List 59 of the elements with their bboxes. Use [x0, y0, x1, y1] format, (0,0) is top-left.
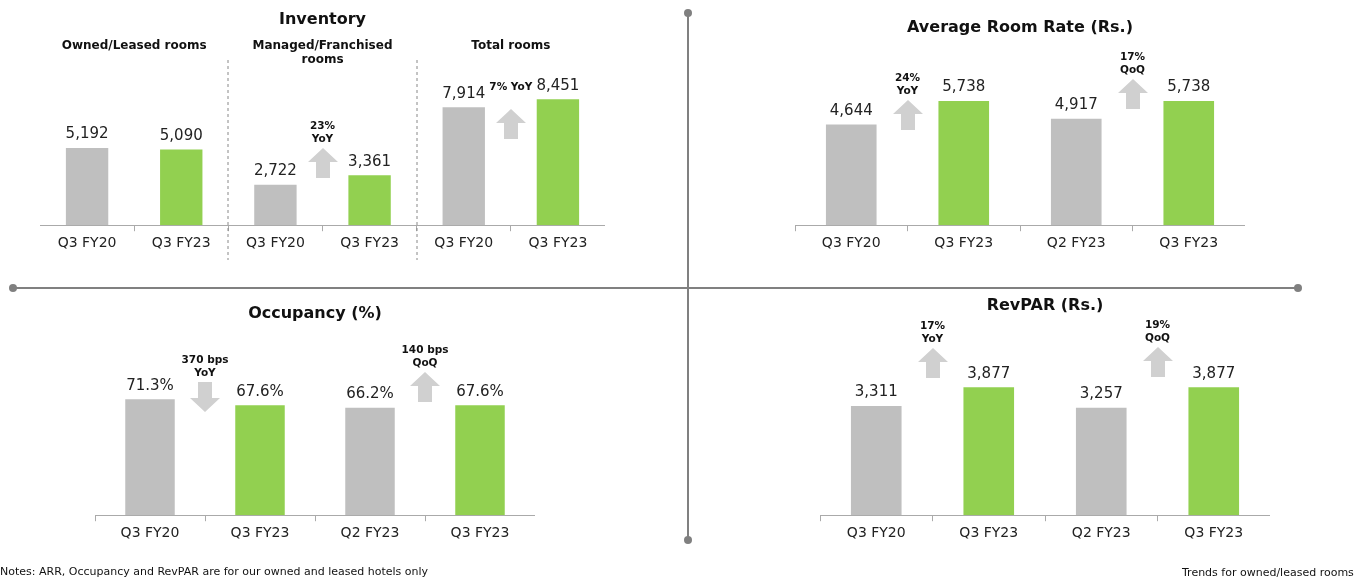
text: Trends for owned/leased rooms	[1182, 566, 1354, 579]
bar	[254, 184, 297, 226]
text: 7% YoY	[488, 80, 534, 94]
data-label: 3,257	[1079, 384, 1123, 403]
x-tick-label: Q3 FY23	[340, 234, 399, 251]
x-tick-label: Q3 FY20	[120, 524, 180, 541]
bar	[348, 175, 391, 226]
data-label: 67.6%	[236, 381, 284, 400]
chart-title: Average Room Rate (Rs.)	[907, 16, 1133, 36]
x-tick-label: Q3 FY20	[246, 234, 305, 251]
data-label: 7,914	[442, 83, 486, 102]
x-tick-label: Q3 FY20	[821, 234, 881, 251]
x-tick-label: Q3 FY23	[1184, 524, 1244, 541]
x-tick-label: Q3 FY23	[959, 524, 1019, 541]
x-tick-label: Q3 FY23	[528, 234, 588, 251]
text: Managed/Franchised rooms	[251, 38, 394, 66]
data-label: 8,451	[536, 75, 580, 94]
text: 140 bps QoQ	[401, 342, 449, 369]
chart-title: Inventory	[279, 8, 367, 28]
text: 370 bps YoY	[181, 353, 229, 380]
text: 19% QoQ	[1143, 317, 1172, 344]
data-label: 4,917	[1054, 95, 1098, 114]
x-tick-label: Q3 FY20	[434, 234, 494, 251]
text: Notes: ARR, Occupancy and RevPAR are for our owned and leased hotels only	[0, 565, 429, 578]
bar	[160, 149, 203, 226]
x-tick-label: Q2 FY23	[340, 524, 400, 541]
x-tick-label: Q3 FY20	[57, 234, 117, 251]
data-label: 3,877	[967, 363, 1011, 382]
text: 17% YoY	[918, 318, 947, 345]
x-tick-label: Q3 FY23	[934, 234, 994, 251]
data-label: 5,090	[159, 125, 203, 144]
text: 17% QoQ	[1118, 49, 1147, 76]
x-tick-label: Q3 FY23	[1159, 234, 1219, 251]
data-label: 3,311	[854, 382, 898, 401]
chart-title: RevPAR (Rs.)	[986, 294, 1104, 314]
data-label: 2,722	[253, 161, 297, 180]
bar	[442, 107, 485, 226]
annotation: 23% YoY	[308, 118, 337, 145]
x-tick-label: Q3 FY20	[846, 524, 906, 541]
text: Total rooms	[470, 38, 552, 52]
data-label: 66.2%	[346, 384, 394, 403]
x-tick-label: Q2 FY23	[1046, 234, 1106, 251]
bar	[536, 99, 580, 226]
x-tick-label: Q3 FY23	[230, 524, 290, 541]
data-label: 71.3%	[126, 375, 174, 394]
text: 24% YoY	[893, 70, 922, 97]
data-label: 67.6%	[456, 381, 504, 400]
data-label: 3,361	[348, 151, 392, 170]
data-label: 3,877	[1192, 363, 1236, 382]
data-label: 5,738	[1167, 77, 1211, 96]
chart-title: Occupancy (%)	[248, 302, 382, 322]
x-tick-label: Q3 FY23	[151, 234, 211, 251]
data-label: 5,192	[65, 124, 109, 143]
data-label: 4,644	[829, 100, 873, 119]
x-tick-label: Q3 FY23	[450, 524, 510, 541]
bar	[65, 147, 109, 226]
text: Owned/Leased rooms	[60, 38, 208, 52]
data-label: 5,738	[942, 77, 986, 96]
x-tick-label: Q2 FY23	[1071, 524, 1131, 541]
